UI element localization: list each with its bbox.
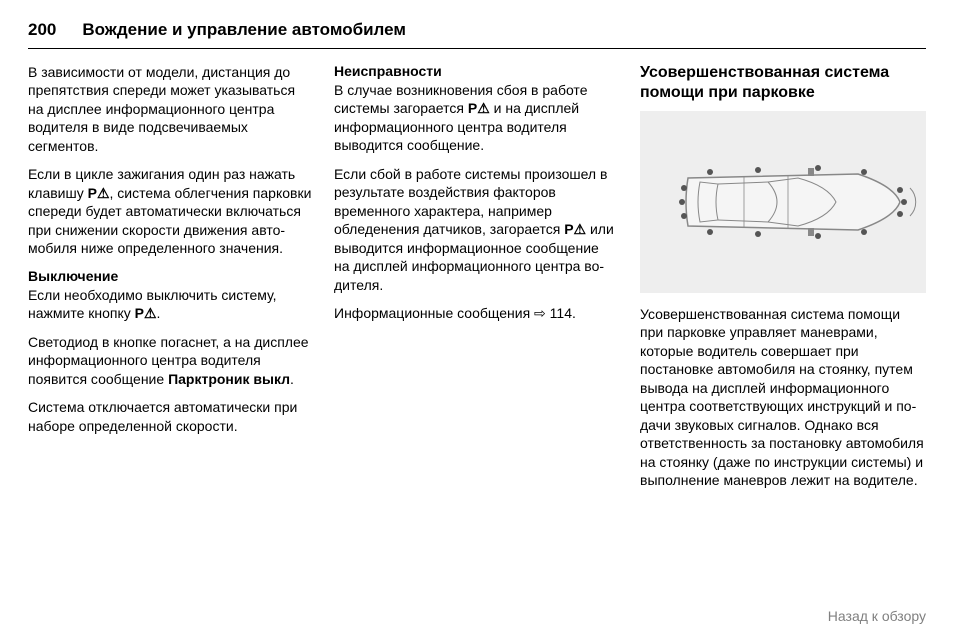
page: 200 Вождение и управление автомобилем В … — [0, 0, 954, 638]
body-columns: В зависимости от модели, дистан­ция до п… — [28, 63, 926, 500]
paragraph: Система отключается автоматиче­ски при н… — [28, 398, 312, 435]
paragraph: Если необходимо выключить сис­тему, нажм… — [28, 286, 312, 323]
column-3: Усовершенствованная система помощи при п… — [640, 63, 926, 500]
paragraph: Если в цикле зажигания один раз нажать к… — [28, 165, 312, 257]
column-1: В зависимости от модели, дистан­ция до п… — [28, 63, 312, 500]
paragraph: Усовершенствованная система по­мощи при … — [640, 305, 926, 490]
page-number: 200 — [28, 20, 56, 40]
paragraph: В случае возникновения сбоя в ра­боте си… — [334, 81, 618, 155]
parking-warning-icon: P⚠ — [564, 221, 586, 237]
parking-warning-icon: P⚠ — [468, 100, 490, 116]
parking-warning-icon: P⚠ — [88, 185, 110, 201]
car-body — [686, 168, 900, 236]
chapter-title: Вождение и управление автомобилем — [82, 20, 406, 40]
page-header: 200 Вождение и управление автомобилем — [28, 20, 926, 49]
back-to-overview-link[interactable]: Назад к обзору — [828, 608, 926, 624]
paragraph: Светодиод в кнопке погаснет, а на диспле… — [28, 333, 312, 388]
text-run: Информационные сообщения — [334, 305, 534, 321]
paragraph: В зависимости от модели, дистан­ция до п… — [28, 63, 312, 155]
text-run: . — [157, 305, 161, 321]
car-top-view-icon — [648, 118, 918, 286]
section-heading-advanced-park-assist: Усовершенствованная система помощи при п… — [640, 63, 926, 103]
signal-waves-icon — [910, 188, 916, 216]
subheading-faults: Неисправности — [334, 63, 618, 79]
paragraph: Если сбой в работе системы про­изошел в … — [334, 165, 618, 294]
cross-reference[interactable]: ⇨ 114. — [534, 305, 576, 321]
column-2: Неисправности В случае возникновения сбо… — [334, 63, 618, 500]
parking-warning-icon: P⚠ — [135, 305, 157, 321]
paragraph: Информационные сообщения ⇨ 114. — [334, 304, 618, 322]
subheading-deactivation: Выключение — [28, 268, 312, 284]
figure-car-sensors — [640, 111, 926, 293]
text-run: . — [290, 371, 294, 387]
message-label: Парктроник выкл — [168, 371, 290, 387]
